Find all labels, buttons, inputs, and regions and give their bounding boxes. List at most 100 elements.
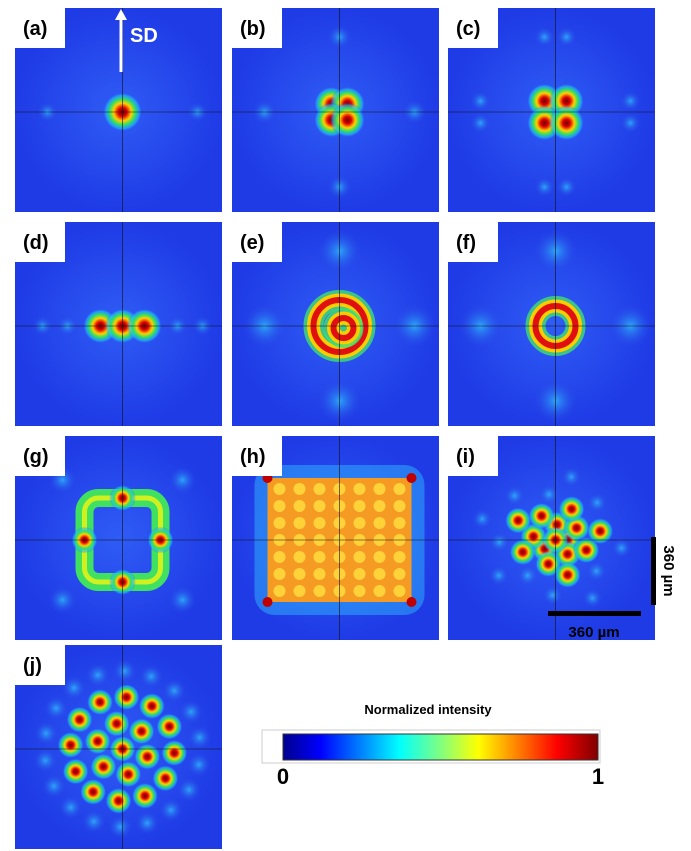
intensity-halo xyxy=(48,586,77,614)
panel: (h) xyxy=(232,436,439,640)
intensity-spot xyxy=(156,713,183,740)
label-box xyxy=(15,222,65,262)
panel-label: (c) xyxy=(456,18,480,40)
label-box xyxy=(448,222,498,262)
grid-spot xyxy=(273,483,286,495)
intensity-spot xyxy=(57,731,84,759)
grid-spot xyxy=(353,483,366,495)
panel-label: (g) xyxy=(23,446,49,468)
colorbar-title: Normalized intensity xyxy=(364,702,492,717)
intensity-halo xyxy=(139,664,164,689)
intensity-halo xyxy=(489,532,510,553)
intensity-halo xyxy=(620,91,641,111)
grid-spot xyxy=(393,585,406,597)
label-box xyxy=(15,8,65,48)
intensity-halo xyxy=(472,508,493,529)
panel: (f) xyxy=(448,222,655,426)
intensity-halo xyxy=(33,748,58,773)
intensity-halo xyxy=(504,485,525,506)
intensity-halo xyxy=(187,725,212,750)
intensity-spot xyxy=(128,718,155,745)
label-box xyxy=(15,436,65,476)
panel-label: (e) xyxy=(240,232,264,254)
intensity-spot xyxy=(105,787,132,815)
label-box xyxy=(15,645,65,685)
intensity-halo xyxy=(542,585,563,606)
intensity-halo xyxy=(611,538,632,559)
intensity-halo xyxy=(186,752,211,777)
panel-label: (j) xyxy=(23,655,42,677)
intensity-halo xyxy=(620,113,641,133)
intensity-halo xyxy=(587,492,608,513)
grid-spot xyxy=(373,551,386,563)
panel-label: (d) xyxy=(23,232,49,254)
scale-bar-label: 360 µm xyxy=(568,624,619,641)
intensity-spot xyxy=(548,105,585,141)
intensity-spot xyxy=(131,782,159,810)
grid-spot xyxy=(293,568,306,580)
intensity-spot xyxy=(554,561,581,589)
intensity-spot xyxy=(86,688,114,716)
intensity-halo xyxy=(108,814,133,839)
grid-spot xyxy=(353,568,366,580)
intensity-halo xyxy=(538,484,559,505)
panel: (g) xyxy=(15,436,222,640)
grid-spot xyxy=(273,551,286,563)
grid-spot xyxy=(313,551,326,563)
panel-label: (a) xyxy=(23,18,47,40)
grid-spot xyxy=(313,500,326,512)
panel: (j) xyxy=(15,645,222,849)
label-box xyxy=(232,436,282,476)
intensity-halo xyxy=(586,561,607,582)
grid-spot xyxy=(273,500,286,512)
panel: (b) xyxy=(232,8,439,212)
scale-bar xyxy=(548,611,641,616)
intensity-halo xyxy=(488,565,509,586)
panel: (c) xyxy=(448,8,655,212)
intensity-halo xyxy=(62,675,87,700)
intensity-spot xyxy=(329,102,366,138)
intensity-spot xyxy=(134,743,161,770)
intensity-spot xyxy=(90,753,117,780)
grid-spot xyxy=(293,585,306,597)
intensity-spot xyxy=(509,538,536,566)
intensity-halo xyxy=(168,586,197,614)
corner-spot xyxy=(406,597,417,607)
grid-spot xyxy=(313,568,326,580)
grid-spot xyxy=(393,500,406,512)
intensity-spot xyxy=(113,683,140,711)
grid-spot xyxy=(313,585,326,597)
intensity-spot xyxy=(528,502,555,530)
panel-label: (b) xyxy=(240,18,266,40)
intensity-spot xyxy=(161,739,188,767)
grid-spot xyxy=(373,585,386,597)
intensity-halo xyxy=(168,466,197,494)
intensity-halo xyxy=(534,27,555,47)
intensity-halo xyxy=(44,696,69,721)
intensity-halo xyxy=(561,466,582,487)
panel-label: (h) xyxy=(240,446,266,468)
label-box xyxy=(232,8,282,48)
label-box xyxy=(232,222,282,262)
intensity-map xyxy=(470,27,641,197)
intensity-spot xyxy=(66,706,93,733)
intensity-halo xyxy=(176,777,201,802)
label-box xyxy=(448,8,498,48)
panel: (i) xyxy=(448,436,655,640)
intensity-halo xyxy=(556,177,577,197)
grid-spot xyxy=(313,483,326,495)
arrow-head xyxy=(115,9,127,20)
intensity-spot xyxy=(103,710,130,737)
grid-spot xyxy=(373,517,386,529)
intensity-spot xyxy=(558,495,585,523)
intensity-halo xyxy=(582,588,603,609)
intensity-halo xyxy=(58,795,83,820)
grid-spot xyxy=(393,551,406,563)
grid-spot xyxy=(293,483,306,495)
intensity-halo xyxy=(112,659,137,684)
intensity-spot xyxy=(504,507,532,534)
intensity-spot xyxy=(84,728,111,755)
grid-spot xyxy=(353,517,366,529)
colorbar xyxy=(282,733,599,761)
